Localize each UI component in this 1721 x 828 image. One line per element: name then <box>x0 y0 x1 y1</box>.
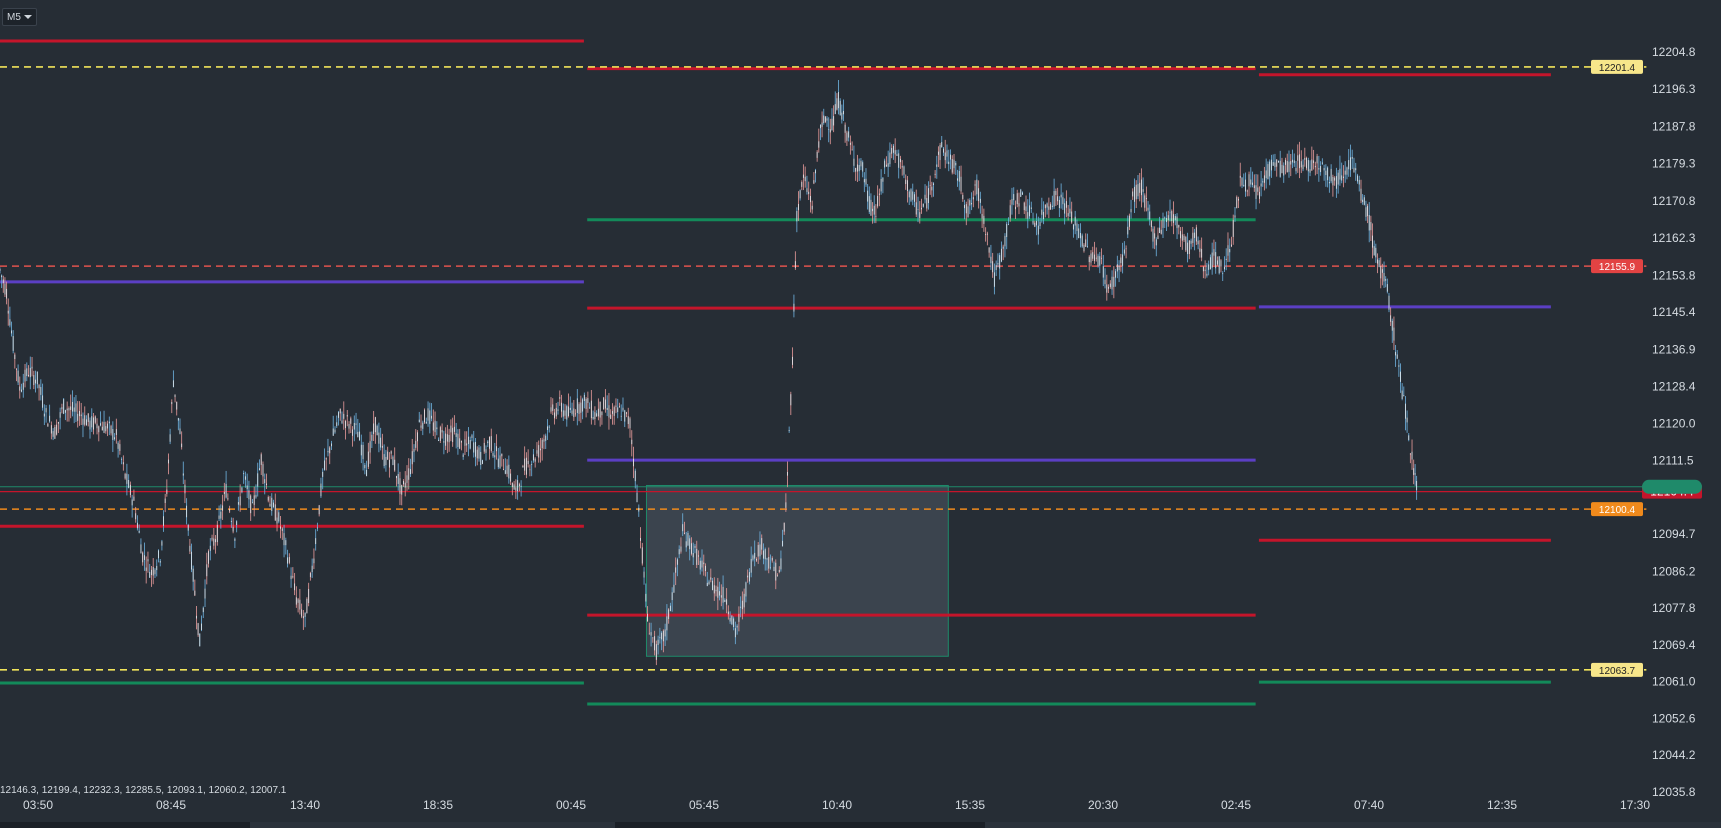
price-tick-label: 12162.3 <box>1652 231 1696 245</box>
price-tick-label: 12153.8 <box>1652 268 1696 282</box>
ohlc-readout: 12146.3, 12199.4, 12232.3, 12285.5, 1209… <box>0 785 287 796</box>
price-tick-label: 12187.8 <box>1652 119 1696 133</box>
time-tick-label: 07:40 <box>1354 798 1384 812</box>
level-label: 12063.7 <box>1599 666 1636 677</box>
level-label: 12201.4 <box>1599 63 1636 74</box>
time-tick-label: 13:40 <box>290 798 320 812</box>
time-tick-label: 15:35 <box>955 798 985 812</box>
price-tick-label: 12035.8 <box>1652 785 1696 799</box>
price-tick-label: 12061.0 <box>1652 675 1696 689</box>
price-tick-label: 12094.7 <box>1652 527 1696 541</box>
timeframe-label: M5 <box>7 11 21 23</box>
level-label: 12155.9 <box>1599 262 1636 273</box>
time-tick-label: 02:45 <box>1221 798 1251 812</box>
time-tick-label: 17:30 <box>1620 798 1650 812</box>
level-label: 12100.4 <box>1599 505 1636 516</box>
price-tick-label: 12179.3 <box>1652 157 1696 171</box>
price-tick-label: 12086.2 <box>1652 564 1696 578</box>
level-label-bg <box>1591 59 1643 74</box>
price-tick-label: 12120.0 <box>1652 416 1696 430</box>
level-label-bg <box>1591 502 1643 517</box>
time-tick-label: 10:40 <box>822 798 852 812</box>
time-scrollbar[interactable] <box>0 822 1721 828</box>
time-tick-label: 12:35 <box>1487 798 1517 812</box>
price-tick-label: 12196.3 <box>1652 82 1696 96</box>
level-label-bg <box>1591 662 1643 677</box>
time-tick-label: 20:30 <box>1088 798 1118 812</box>
scrollbar-segment[interactable] <box>985 822 1350 828</box>
price-tick-label: 12170.8 <box>1652 194 1696 208</box>
time-tick-label: 05:45 <box>689 798 719 812</box>
range-box <box>645 484 949 657</box>
timeframe-selector[interactable]: M5 <box>2 8 37 26</box>
time-tick-label: 00:45 <box>556 798 586 812</box>
price-tick-label: 12069.4 <box>1652 638 1696 652</box>
price-tick-label: 12204.8 <box>1652 45 1696 59</box>
time-tick-label: 03:50 <box>23 798 53 812</box>
level-label-bg <box>1591 259 1643 274</box>
price-tick-label: 12136.9 <box>1652 342 1696 356</box>
scrollbar-segment[interactable] <box>1350 822 1721 828</box>
time-tick-label: 18:35 <box>423 798 453 812</box>
time-tick-label: 08:45 <box>156 798 186 812</box>
scrollbar-segment[interactable] <box>250 822 615 828</box>
price-tick-label: 12111.5 <box>1652 454 1694 468</box>
price-tick-label: 12128.4 <box>1652 380 1696 394</box>
level-tag <box>1642 479 1702 494</box>
price-tick-label: 12052.6 <box>1652 711 1696 725</box>
price-tick-label: 12145.4 <box>1652 305 1696 319</box>
price-tick-label: 12044.2 <box>1652 748 1696 762</box>
chevron-down-icon <box>23 15 32 19</box>
price-tick-label: 12077.8 <box>1652 601 1696 615</box>
